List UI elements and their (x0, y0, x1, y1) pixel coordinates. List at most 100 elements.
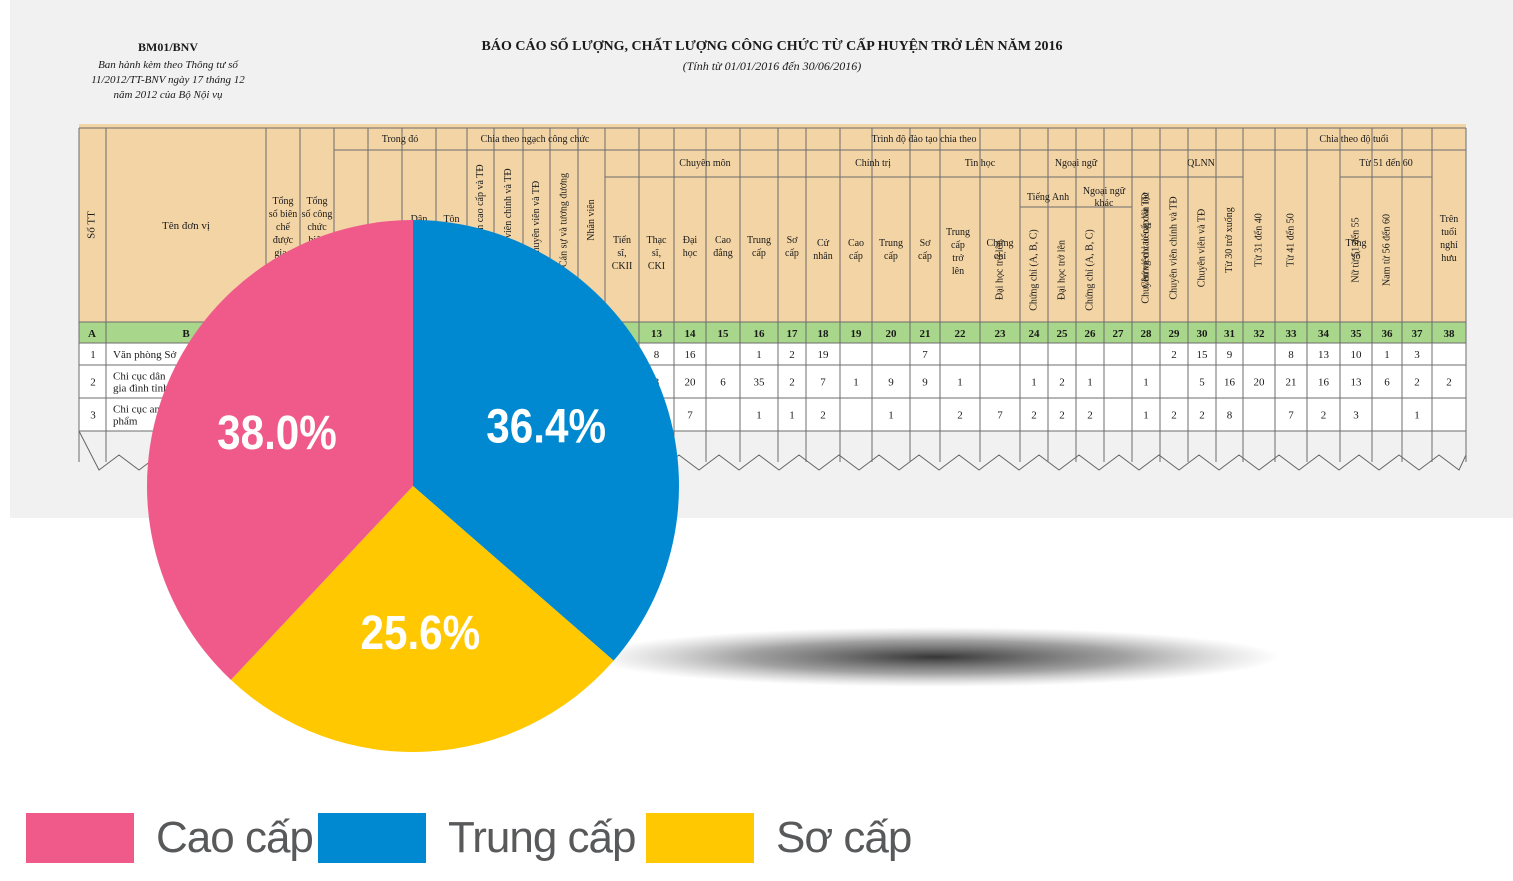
index-cell: 35 (1351, 328, 1363, 340)
row-cell: 21 (1286, 377, 1297, 389)
header-ten-don-vi: Tên đơn vị (162, 220, 210, 232)
index-cell: 21 (920, 328, 931, 340)
header-chinh-tri-col: nhân (813, 251, 832, 262)
header-chuyen-mon-col: cấp (752, 248, 766, 259)
header-tong-bien-che: giao (274, 248, 291, 259)
index-cell: 32 (1254, 328, 1266, 340)
header-chuyen-mon-col: Trung (747, 235, 771, 246)
row-stt: 1 (90, 349, 96, 361)
row-cell: 20 (685, 377, 697, 389)
row-cell: 9 (1227, 349, 1233, 361)
header-chuyen-mon: Chuyên môn (679, 158, 730, 169)
index-cell: 38 (1444, 328, 1456, 340)
pie-shadow (590, 627, 1280, 687)
row-cell: 8 (654, 349, 660, 361)
pie-label-cao-cấp: 38.0% (217, 406, 337, 460)
index-cell: 13 (651, 328, 663, 340)
row-cell: 7 (1288, 410, 1294, 422)
pie-slice-sơ-cấp (230, 486, 614, 752)
report-vertical-header: Số TT (86, 211, 98, 239)
header-chuyen-mon-col: CKII (612, 261, 633, 272)
header-qlnn: QLNN (1187, 158, 1215, 169)
row-name: phẩm (113, 416, 138, 428)
report-vertical-header: Nhân viên (586, 199, 597, 240)
report-vertical-header: Chuyên viên cao cấp và TĐ (1140, 192, 1151, 303)
row-cell: 2 (789, 349, 795, 361)
pie-slice-trung-cấp (413, 220, 679, 661)
header-tong-so: số (1352, 251, 1361, 262)
header-tren-tuoi: nghỉ (1440, 240, 1458, 251)
row-cell: 13 (1318, 349, 1330, 361)
row-cell: 1 (1143, 377, 1149, 389)
report-vertical-header: Cán sự và tương đương (558, 173, 569, 267)
header-chuyen-mon-col: cấp (785, 248, 799, 259)
pie-slice-cao-cấp (147, 219, 413, 680)
legend-item-cao-cap: Cao cấp (26, 812, 314, 864)
header-tren-tuoi: Trên (1440, 214, 1459, 225)
index-cell: 37 (1412, 328, 1424, 340)
row-cell: 15 (1197, 349, 1209, 361)
row-cell: 3 (1414, 349, 1420, 361)
report-vertical-header: Đại học trở lên (994, 240, 1005, 300)
row-cell: 1 (1031, 377, 1037, 389)
index-cell: 30 (1197, 328, 1209, 340)
legend-label-trung-cap: Trung cấp (448, 813, 636, 862)
row-cell: 2 (1321, 410, 1327, 422)
header-chinh-tri-col: cấp (884, 251, 898, 262)
row-cell: 1 (957, 377, 963, 389)
index-cell: 28 (1141, 328, 1153, 340)
form-note: 11/2012/TT-BNV ngày 17 tháng 12 (91, 74, 245, 86)
row-cell: 19 (818, 349, 830, 361)
report-vertical-header: Nam từ 56 đến 60 (1381, 214, 1392, 286)
row-cell: 5 (1199, 377, 1205, 389)
row-cell: 1 (853, 377, 859, 389)
report-vertical-header: Chứng chỉ (A, B, C) (1028, 229, 1039, 311)
header-chuyen-mon-col: Đại (683, 235, 698, 246)
header-chuyen-mon-col: Thạc (647, 235, 668, 246)
index-cell: 26 (1085, 328, 1097, 340)
header-chuyen-mon-col: Sơ (787, 235, 799, 246)
row-cell: 1 (888, 410, 894, 422)
row-cell: 8 (1288, 349, 1294, 361)
index-cell: A (88, 328, 96, 340)
header-tong-cong-chuc: chức (307, 222, 327, 233)
header-tin-hoc-col: lên (952, 266, 964, 277)
index-cell: 23 (995, 328, 1007, 340)
row-cell: 16 (685, 349, 697, 361)
row-cell: 20 (1254, 377, 1266, 389)
header-trong-do: Trong đó (382, 134, 419, 145)
header-trong-do-sub: Tôn (443, 214, 459, 225)
report-vertical-header: Chuyên viên và TĐ (531, 181, 542, 259)
index-cell: 36 (1382, 328, 1394, 340)
row-cell: 1 (1143, 410, 1149, 422)
row-cell: 1 (789, 410, 795, 422)
row-cell: 7 (687, 410, 693, 422)
row-cell: 1 (1087, 377, 1093, 389)
report-vertical-header: Từ 31 đến 40 (1253, 213, 1264, 266)
row-cell: 2 (1446, 377, 1452, 389)
row-cell: 2 (1087, 410, 1093, 422)
row-cell: 1 (756, 349, 762, 361)
header-chuyen-mon-col: Cao (715, 235, 731, 246)
header-tu-51: Từ 51 đến 60 (1359, 158, 1412, 169)
row-cell: 2 (1059, 410, 1065, 422)
row-cell: 8 (1227, 410, 1233, 422)
index-cell: 27 (1113, 328, 1125, 340)
header-tong-bien-che: Tổng (272, 196, 293, 207)
header-chinh-tri: Chính trị (855, 158, 891, 169)
legend-item-so-cap: Sơ cấp (646, 812, 912, 864)
pie-label-trung-cấp: 36.4% (486, 399, 606, 453)
index-cell: 17 (787, 328, 799, 340)
row-cell: 2 (1171, 410, 1177, 422)
pie-label-sơ-cấp: 25.6% (360, 606, 480, 660)
index-cell: 20 (886, 328, 898, 340)
row-cell: 7 (997, 410, 1003, 422)
form-note: Ban hành kèm theo Thông tư số (98, 59, 239, 71)
report-vertical-header: Từ 30 trở xuống (1224, 207, 1235, 272)
header-tin-hoc-col: Chứng (986, 238, 1013, 249)
legend-swatch-trung-cap (318, 813, 426, 863)
header-chinh-tri-col: cấp (918, 251, 932, 262)
row-cell: 2 (1059, 377, 1065, 389)
row-cell: 13 (1351, 377, 1363, 389)
row-cell: 6 (720, 377, 726, 389)
